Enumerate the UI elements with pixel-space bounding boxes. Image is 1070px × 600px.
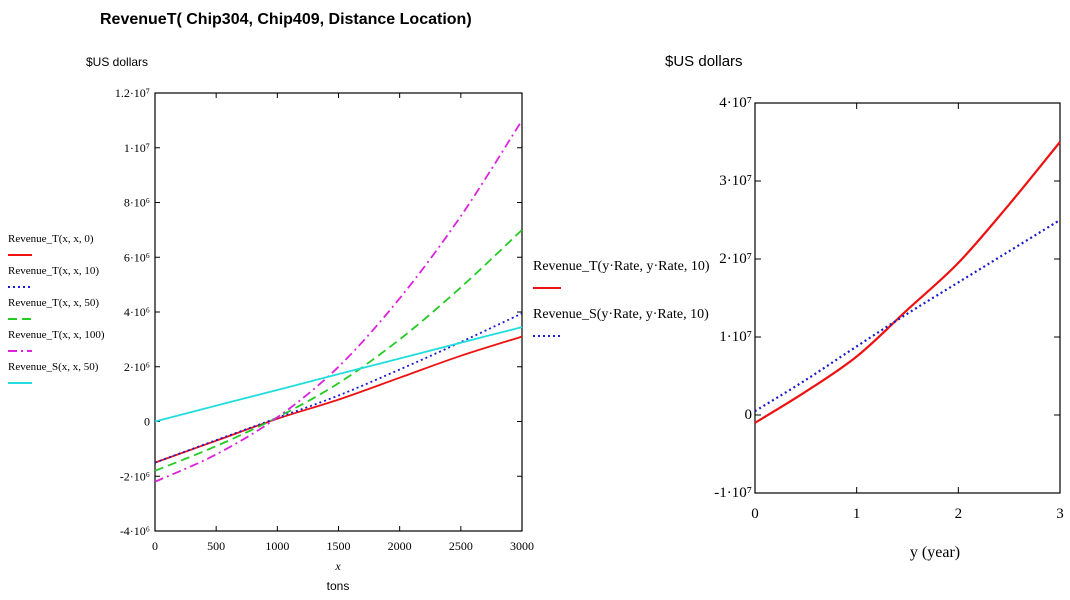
revenue-by-tons-chart: RevenueT( Chip304, Chip409, Distance Loc…	[8, 11, 534, 593]
y-tick-label: 8·10⁶	[124, 196, 150, 210]
x-tick-label: 2500	[449, 539, 473, 553]
y-tick-label: 0	[745, 407, 753, 423]
y-tick-label: 4·10⁷	[719, 95, 752, 111]
x-tick-label: 3	[1056, 506, 1064, 522]
y-axis-unit-label: $US dollars	[86, 55, 148, 69]
series-line	[155, 230, 522, 471]
y-tick-label: 3·10⁷	[719, 173, 752, 189]
x-tick-label: 2	[955, 506, 963, 522]
revenue-by-year-chart: $US dollars -1·10⁷01·10⁷2·10⁷3·10⁷4·10⁷ …	[533, 53, 1064, 561]
legend: Revenue_T(y·Rate, y·Rate, 10) Revenue_S(y…	[533, 259, 710, 336]
plot-frame	[155, 93, 522, 531]
legend-label: Revenue_T(y·Rate, y·Rate, 10)	[533, 259, 710, 274]
legend-label: Revenue_S(x, x, 50)	[8, 361, 99, 373]
series-line	[155, 327, 522, 421]
legend-label: Revenue_T(x, x, 100)	[8, 329, 105, 341]
series-line	[155, 313, 522, 462]
x-axis-label: x	[334, 559, 341, 573]
y-axis-ticks: -1·10⁷ 0 1·10⁷ 2·10⁷ 3·10⁷ 4·10⁷	[714, 95, 1060, 501]
series-line	[155, 120, 522, 481]
y-tick-label: 6·10⁶	[124, 250, 150, 264]
x-tick-label: 0	[751, 506, 759, 522]
series-line	[155, 337, 522, 463]
series-lines	[155, 120, 522, 481]
y-axis-ticks: -4·10⁶ -2·10⁶ 0 2·10⁶ 4·10⁶ 6·10⁶ 8·10⁶ 1·10⁷ 1.…	[115, 86, 522, 538]
series-line	[755, 142, 1060, 423]
y-tick-label: -4·10⁶	[120, 524, 150, 538]
x-axis-unit-label: tons	[327, 579, 350, 593]
plot-frame	[755, 103, 1060, 493]
series-lines	[755, 142, 1060, 423]
chart-title: RevenueT( Chip304, Chip409, Distance Loc…	[100, 11, 472, 28]
y-tick-label: -1·10⁷	[714, 485, 752, 501]
x-tick-label: 1500	[327, 539, 351, 553]
legend-label: Revenue_T(x, x, 0)	[8, 233, 94, 245]
y-axis-unit-label: $US dollars	[665, 53, 743, 70]
x-tick-label: 3000	[510, 539, 534, 553]
series-line	[755, 220, 1060, 411]
x-axis-label: y (year)	[910, 544, 960, 561]
y-tick-label: 1·10⁷	[719, 329, 752, 345]
legend-label: Revenue_T(x, x, 50)	[8, 297, 99, 309]
y-tick-label: 0	[144, 415, 150, 429]
x-tick-label: 0	[152, 539, 158, 553]
y-tick-label: 2·10⁶	[124, 360, 150, 374]
y-tick-label: -2·10⁶	[120, 469, 150, 483]
y-tick-label: 1·10⁷	[124, 141, 150, 155]
x-tick-label: 1000	[265, 539, 289, 553]
x-axis-ticks: 0 500 1000 1500 2000 2500 3000	[152, 93, 534, 553]
legend: Revenue_T(x, x, 0) Revenue_T(x, x, 10) Rev…	[8, 233, 105, 383]
y-tick-label: 2·10⁷	[719, 251, 752, 267]
legend-label: Revenue_T(x, x, 10)	[8, 265, 99, 277]
y-tick-label: 1.2·10⁷	[115, 86, 150, 100]
legend-label: Revenue_S(y·Rate, y·Rate, 10)	[533, 307, 709, 322]
x-tick-label: 500	[207, 539, 225, 553]
x-tick-label: 2000	[388, 539, 412, 553]
y-tick-label: 4·10⁶	[124, 305, 150, 319]
x-tick-label: 1	[853, 506, 861, 522]
